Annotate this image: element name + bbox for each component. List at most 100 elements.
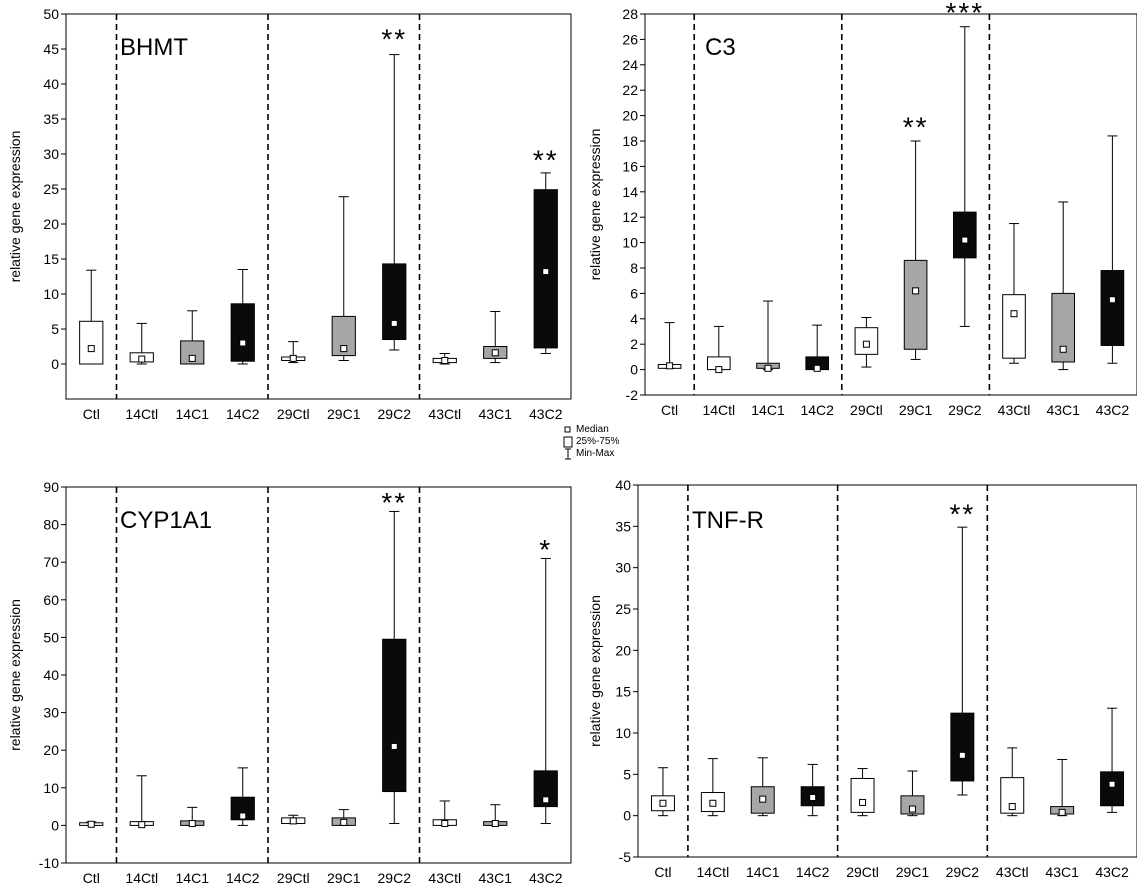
- box-29ctl: [281, 341, 306, 364]
- median-marker: [289, 354, 297, 362]
- y-tick-label: 10: [43, 286, 59, 302]
- x-tick-label: 43C1: [1046, 402, 1080, 418]
- plot-frame: [65, 13, 572, 400]
- box-ctl: [79, 820, 104, 828]
- y-tick-label: 24: [622, 57, 638, 73]
- x-tick-label: Ctl: [83, 406, 100, 422]
- y-tick-label: 35: [615, 518, 631, 534]
- x-tick-label: 43Ctl: [428, 870, 461, 886]
- x-tick-label: 14C2: [226, 870, 260, 886]
- chart-title: C3: [705, 34, 736, 61]
- median-marker: [809, 793, 817, 801]
- box-29c1: [903, 140, 928, 360]
- y-tick-label: -10: [39, 855, 59, 871]
- x-tick-label: 43Ctl: [428, 406, 461, 422]
- median-marker: [542, 268, 550, 276]
- box-14c1: [756, 300, 780, 372]
- box-14c1: [180, 310, 205, 365]
- box-14c1: [750, 757, 775, 817]
- box-43ctl: [432, 800, 457, 828]
- median-marker: [666, 362, 674, 370]
- y-tick-label: -2: [626, 387, 639, 403]
- significance-annotation: **: [903, 111, 929, 142]
- box-29c2: [382, 54, 407, 351]
- y-tick-label: 20: [622, 108, 638, 124]
- median-marker: [1008, 803, 1016, 811]
- x-tick-label: 29C2: [948, 402, 982, 418]
- significance-annotation: *: [539, 534, 552, 565]
- y-tick-label: 0: [51, 356, 59, 372]
- y-tick-label: 6: [630, 285, 638, 301]
- x-tick-label: 14C2: [226, 406, 260, 422]
- y-tick-label: 40: [43, 76, 59, 92]
- box-43ctl: [1002, 223, 1026, 364]
- chart-title: BHMT: [120, 34, 188, 61]
- box-14c2: [805, 324, 830, 372]
- iqr-box: [382, 263, 407, 340]
- y-tick-label: 15: [615, 684, 631, 700]
- legend-iqr-row: 25%-75%: [563, 436, 619, 448]
- x-tick-label: 29C2: [378, 406, 412, 422]
- y-tick-label: 20: [43, 742, 59, 758]
- box-29ctl: [281, 814, 306, 825]
- y-tick-label: 22: [622, 82, 638, 98]
- y-tick-label: 0: [51, 817, 59, 833]
- legend: Median 25%-75% Min-Max: [563, 424, 619, 460]
- x-tick-label: 14Ctl: [125, 870, 158, 886]
- x-tick-label: 14C2: [800, 402, 834, 418]
- box-29c2: [950, 526, 975, 796]
- box-14ctl: [129, 775, 154, 829]
- box-14c2: [230, 269, 255, 365]
- box-29c1: [331, 196, 356, 361]
- legend-range-row: Min-Max: [563, 448, 619, 460]
- chart-panel-cyp1a1: -10 0 10 20 30 40 50 60 70 80 90 relative gene expr…: [7, 479, 572, 886]
- iqr-box: [1051, 292, 1076, 363]
- legend-iqr-icon: [563, 436, 573, 448]
- x-tick-label: 43C2: [529, 870, 563, 886]
- box-43c1: [1050, 758, 1075, 817]
- median-marker: [138, 821, 146, 829]
- median-marker: [1059, 345, 1067, 353]
- y-tick-label: 30: [43, 146, 59, 162]
- median-marker: [441, 820, 449, 828]
- iqr-box: [533, 770, 558, 808]
- chart-title: CYP1A1: [120, 507, 212, 534]
- x-tick-label: 43Ctl: [998, 402, 1031, 418]
- iqr-box: [903, 259, 928, 350]
- box-29c1: [900, 770, 925, 817]
- median-marker: [709, 799, 717, 807]
- median-marker: [138, 355, 146, 363]
- box-43c1: [483, 804, 508, 828]
- iqr-box: [79, 320, 104, 365]
- y-tick-label: 80: [43, 517, 59, 533]
- y-tick-label: 10: [43, 780, 59, 796]
- box-14c2: [230, 767, 255, 826]
- box-29c2: [952, 26, 977, 327]
- median-marker: [340, 345, 348, 353]
- y-tick-label: 20: [615, 642, 631, 658]
- median-marker: [813, 364, 821, 372]
- legend-median-label: Median: [576, 424, 609, 435]
- legend-median-row: Median: [563, 424, 619, 436]
- y-tick-label: 50: [43, 629, 59, 645]
- y-tick-label: 25: [615, 601, 631, 617]
- y-tick-label: 15: [43, 251, 59, 267]
- box-43c1: [483, 311, 508, 364]
- box-29c1: [331, 809, 356, 826]
- box-29c2: [382, 510, 407, 825]
- box-43c2: [1100, 707, 1125, 813]
- median-marker: [859, 798, 867, 806]
- median-marker: [340, 818, 348, 826]
- chart-panel-bhmt: 0 5 10 15 20 25 30 35 40 45 50 relative gene expres…: [7, 6, 572, 422]
- median-marker: [759, 795, 767, 803]
- y-tick-label: 20: [43, 216, 59, 232]
- y-axis-label: relative gene expression: [7, 131, 23, 283]
- y-tick-label: 45: [43, 41, 59, 57]
- x-tick-label: Ctl: [654, 864, 671, 880]
- significance-annotation: ***: [945, 0, 984, 28]
- iqr-box: [1100, 771, 1125, 807]
- x-tick-label: 14Ctl: [697, 864, 730, 880]
- median-marker: [491, 349, 499, 357]
- y-tick-label: 28: [622, 6, 638, 22]
